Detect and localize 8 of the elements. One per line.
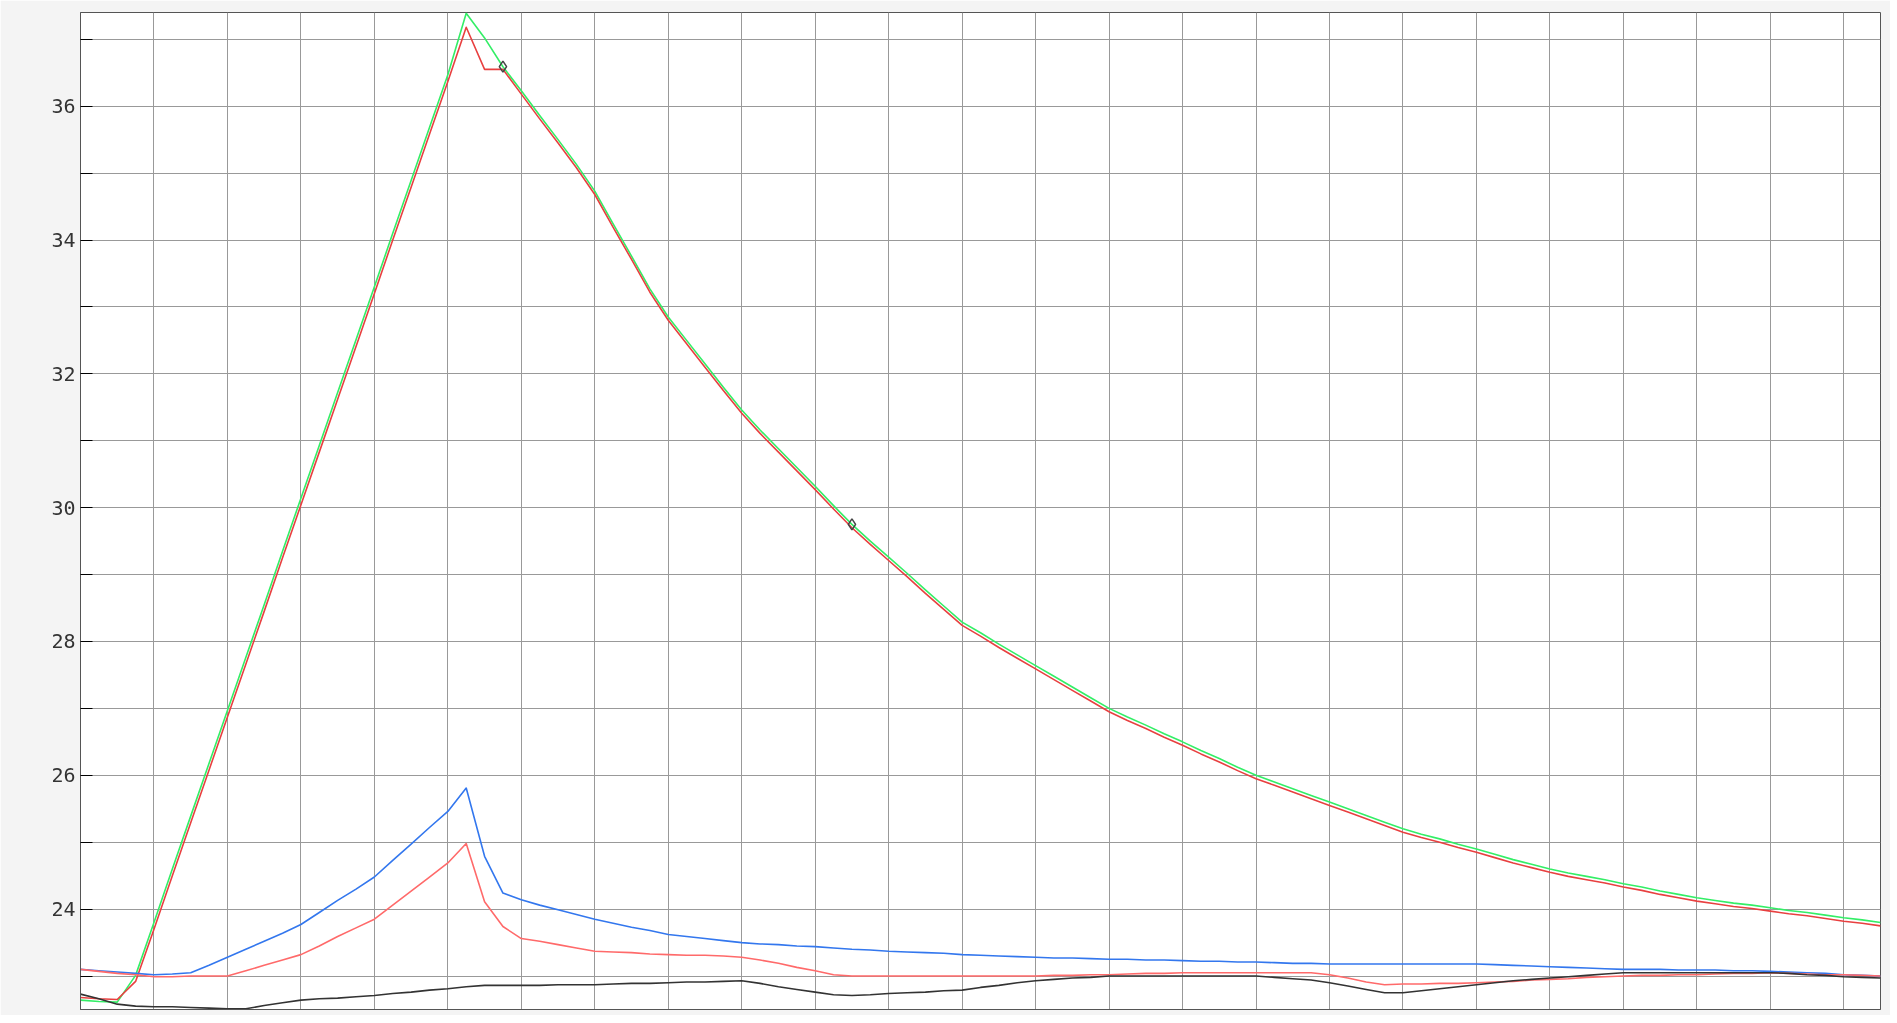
y-tick-label: 24 xyxy=(51,897,76,922)
y-tick-label: 34 xyxy=(51,228,76,252)
y-tick-label: 28 xyxy=(51,629,76,654)
y-tick-label: 32 xyxy=(51,361,76,386)
y-tick-label: 26 xyxy=(51,763,76,788)
line-series xyxy=(80,842,1881,986)
y-tick-label: 36 xyxy=(51,94,76,119)
y-tick-label: 30 xyxy=(51,495,76,520)
